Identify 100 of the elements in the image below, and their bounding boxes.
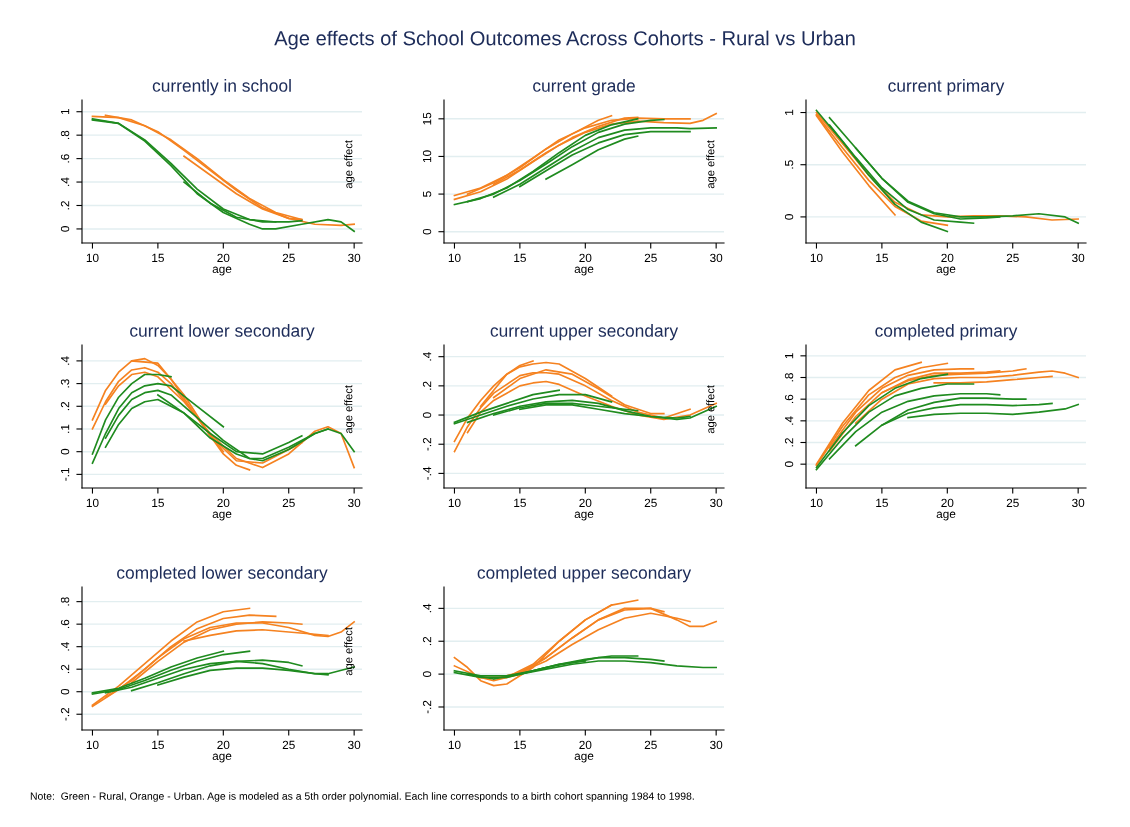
text: Age effects of School Outcomes Across Cohorts - Rural vs Urban [274, 30, 855, 50]
annotation: age effect [344, 627, 355, 676]
x-tick-label: 15 [876, 253, 888, 263]
y-tick-label: .6 [60, 619, 70, 628]
x-tick-label: 15 [152, 740, 164, 750]
x-tick-label: 20 [579, 740, 592, 750]
x-tick-label: 30 [710, 498, 723, 508]
y-tick-label: 0 [60, 688, 70, 695]
y-tick-label: 0 [784, 214, 794, 220]
x-tick-label: 15 [514, 498, 526, 508]
y-tick-label: .2 [422, 381, 432, 390]
y-tick-label: .6 [784, 394, 794, 404]
x-tick-label: 25 [282, 740, 295, 750]
text: Note: Green - Rural, Orange - Urban. Age is modeled as a 5th order polynomial. Each line corresponds to a birth cohort spanning 1984 to 1998. [30, 792, 694, 802]
x-tick-label: 10 [448, 740, 461, 750]
x-tick-label: 30 [348, 253, 361, 263]
y-tick-label: -.2 [60, 707, 70, 721]
x-tick-label: 25 [1006, 498, 1019, 508]
annotation: age effect [706, 385, 717, 434]
annotation: age effect [344, 140, 355, 189]
x-tick-label: 10 [86, 253, 99, 263]
y-tick-label: 0 [422, 412, 432, 418]
y-tick-label: .8 [784, 373, 794, 382]
y-tick-label: .4 [61, 642, 70, 651]
x-axis-title: age [936, 511, 956, 521]
y-tick-label: 1 [785, 109, 794, 115]
x-tick-label: 30 [348, 498, 361, 508]
x-axis-title: age [574, 511, 594, 521]
y-tick-label: 1 [785, 353, 794, 359]
chart-title: completed primary [875, 324, 1018, 341]
x-tick-label: 25 [644, 498, 657, 508]
y-tick-label: .2 [60, 401, 70, 411]
y-tick-label: .2 [422, 636, 432, 646]
chart-title: current grade [533, 79, 635, 96]
x-tick-label: 10 [448, 253, 461, 263]
y-tick-label: -.2 [422, 437, 432, 451]
x-tick-label: 15 [514, 740, 526, 750]
y-tick-label: .1 [61, 424, 70, 433]
x-tick-label: 15 [152, 498, 164, 508]
annotation: age effect [344, 385, 355, 434]
y-tick-label: .4 [785, 416, 794, 425]
x-axis-title: age [574, 266, 594, 276]
x-tick-label: 10 [448, 498, 461, 508]
y-tick-label: .6 [60, 154, 70, 163]
x-tick-label: 10 [86, 498, 99, 508]
y-tick-label: .4 [423, 352, 432, 361]
y-tick-label: -.4 [423, 466, 432, 480]
x-tick-label: 30 [1072, 253, 1085, 263]
x-tick-label: 25 [1006, 253, 1019, 263]
x-axis-title: age [212, 753, 232, 763]
x-tick-label: 10 [810, 498, 823, 508]
x-tick-label: 30 [710, 253, 723, 263]
chart-title: current lower secondary [130, 324, 315, 341]
y-tick-label: 5 [423, 191, 432, 197]
y-tick-label: .2 [60, 664, 70, 674]
x-tick-label: 25 [282, 498, 295, 508]
chart-title: current upper secondary [490, 324, 679, 341]
x-tick-label: 10 [86, 740, 99, 750]
y-tick-label: 0 [422, 671, 432, 677]
x-axis-title: age [212, 511, 232, 521]
x-tick-label: 20 [217, 253, 230, 263]
x-tick-label: 25 [644, 740, 657, 750]
y-tick-label: 15 [423, 112, 432, 125]
x-tick-label: 10 [810, 253, 823, 263]
y-tick-label: .4 [423, 603, 432, 613]
x-tick-label: 20 [217, 740, 230, 750]
x-axis-title: age [212, 266, 232, 276]
chart-title: currently in school [152, 79, 291, 96]
chart-title: current primary [888, 79, 1005, 96]
x-tick-label: 30 [710, 740, 723, 750]
x-axis-title: age [574, 753, 594, 763]
y-tick-label: .3 [60, 379, 70, 388]
x-tick-label: 20 [217, 498, 230, 508]
x-tick-label: 30 [1072, 498, 1085, 508]
x-tick-label: 20 [941, 498, 954, 508]
x-tick-label: 15 [876, 498, 888, 508]
annotation: age effect [706, 140, 717, 189]
y-tick-label: 1 [61, 109, 70, 115]
y-tick-label: .2 [60, 201, 70, 210]
x-tick-label: 25 [644, 253, 657, 263]
y-tick-label: .4 [61, 356, 70, 365]
y-tick-label: -.1 [61, 468, 70, 481]
x-tick-label: 15 [514, 253, 526, 263]
x-tick-label: 20 [941, 253, 954, 263]
x-tick-label: 30 [348, 740, 361, 750]
x-axis-title: age [936, 266, 956, 276]
y-tick-label: .8 [60, 130, 70, 140]
x-tick-label: 15 [152, 253, 164, 263]
y-tick-label: 0 [60, 226, 70, 232]
y-tick-label: 10 [422, 150, 432, 163]
x-tick-label: 20 [579, 253, 592, 263]
chart-title: completed lower secondary [117, 566, 328, 583]
y-tick-label: .4 [61, 177, 70, 186]
x-tick-label: 20 [579, 498, 592, 508]
y-tick-label: .2 [784, 438, 794, 447]
y-tick-label: .5 [785, 160, 794, 169]
chart-title: completed upper secondary [477, 566, 692, 583]
y-tick-label: 0 [784, 461, 794, 467]
y-tick-label: -.2 [422, 700, 432, 714]
y-tick-label: 0 [422, 228, 432, 235]
